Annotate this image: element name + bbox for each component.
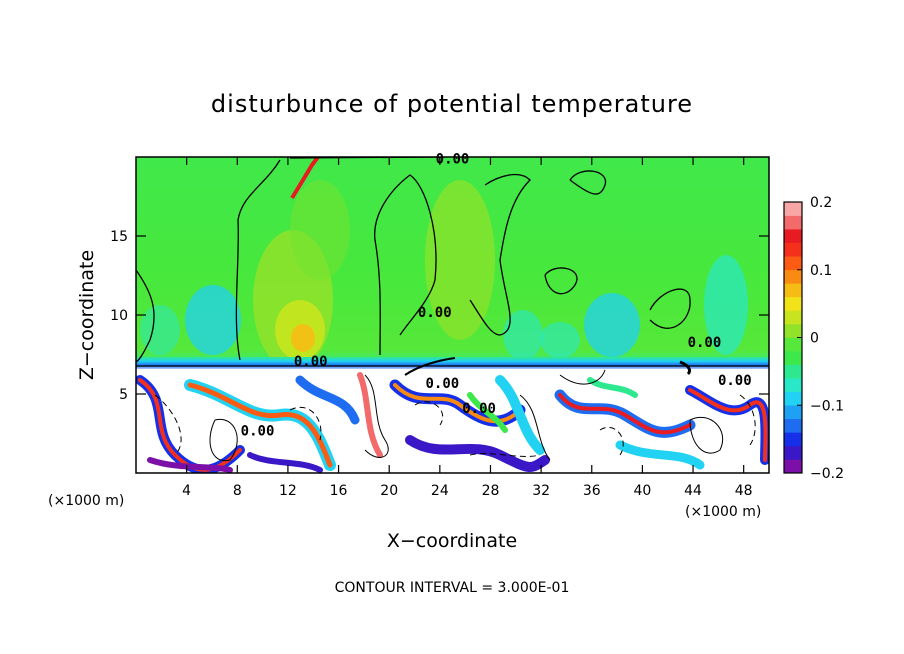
boundary-contours bbox=[154, 357, 756, 462]
y-tick-label: 5 bbox=[119, 387, 128, 403]
colorbar-tick-label: −0.1 bbox=[810, 398, 844, 414]
colorbar-segment bbox=[784, 283, 802, 298]
colorbar-segment bbox=[784, 269, 802, 284]
contour-label: 0.00 bbox=[426, 376, 460, 392]
colorbar-segment bbox=[784, 391, 802, 406]
y-tick-label: 15 bbox=[110, 229, 128, 245]
contour-label: 0.00 bbox=[462, 401, 496, 417]
colorbar-segment bbox=[784, 323, 802, 338]
cool-patch bbox=[185, 285, 241, 355]
contour-label: 0.00 bbox=[418, 305, 452, 321]
x-unit-label-left: (×1000 m) bbox=[48, 493, 124, 509]
heatmap-field bbox=[136, 157, 769, 473]
colorbar-segment bbox=[784, 432, 802, 447]
colorbar-segment bbox=[784, 229, 802, 243]
x-unit-label-right: (×1000 m) bbox=[685, 504, 761, 520]
chart-title: disturbunce of potential temperature bbox=[211, 90, 693, 118]
x-tick-label: 28 bbox=[482, 483, 500, 499]
x-tick-label: 36 bbox=[583, 483, 601, 499]
colorbar-tick-label: −0.2 bbox=[810, 466, 844, 482]
colorbar-tick-label: 0.2 bbox=[810, 195, 832, 211]
contour-label: 0.00 bbox=[688, 335, 722, 351]
x-tick-label: 40 bbox=[633, 483, 651, 499]
contour-label: 0.00 bbox=[718, 373, 752, 389]
colorbar-segment bbox=[784, 256, 802, 271]
x-axis-label: X−coordinate bbox=[387, 530, 517, 552]
colorbar-segment bbox=[784, 418, 802, 433]
warm-streak bbox=[290, 157, 320, 200]
y-axis: 5 10 15 bbox=[110, 229, 769, 403]
contour-label: 0.00 bbox=[241, 423, 275, 439]
colorbar-segment bbox=[784, 364, 802, 379]
colorbar bbox=[783, 201, 803, 474]
warm-plume bbox=[290, 180, 350, 280]
x-axis: 4 8 12 16 20 24 28 32 36 40 44 48 bbox=[182, 157, 753, 499]
colorbar-ticks: 0.2 0.1 0 −0.1 −0.2 bbox=[797, 195, 844, 482]
colorbar-tick-label: 0 bbox=[810, 331, 819, 347]
cool-patch bbox=[584, 293, 640, 357]
colorbar-segment bbox=[784, 405, 802, 420]
x-tick-label: 32 bbox=[532, 483, 550, 499]
colorbar-segment bbox=[784, 242, 802, 257]
x-tick-label: 12 bbox=[279, 483, 297, 499]
colorbar-segment bbox=[784, 378, 802, 392]
inversion-band bbox=[136, 357, 769, 371]
x-tick-label: 44 bbox=[684, 483, 702, 499]
colorbar-segment bbox=[784, 310, 802, 325]
warm-plume bbox=[425, 180, 495, 340]
colorbar-segment bbox=[784, 337, 802, 352]
colorbar-tick-label: 0.1 bbox=[810, 263, 832, 279]
contour-label: 0.00 bbox=[436, 152, 470, 168]
cool-patch bbox=[540, 322, 580, 358]
contour-label: 0.00 bbox=[294, 354, 328, 370]
colorbar-segment bbox=[784, 445, 802, 460]
x-tick-label: 8 bbox=[233, 483, 242, 499]
x-tick-label: 24 bbox=[431, 483, 449, 499]
colorbar-segment bbox=[784, 296, 802, 311]
colorbar-segment bbox=[784, 202, 802, 216]
colorbar-segment bbox=[784, 459, 802, 474]
x-tick-label: 48 bbox=[735, 483, 753, 499]
cool-patch bbox=[704, 255, 748, 355]
x-tick-label: 20 bbox=[380, 483, 398, 499]
colorbar-segment bbox=[784, 351, 802, 365]
cool-patch bbox=[140, 305, 180, 355]
contour-interval-note: CONTOUR INTERVAL = 3.000E-01 bbox=[335, 580, 570, 596]
y-axis-label: Z−coordinate bbox=[76, 250, 98, 380]
cool-patch bbox=[503, 310, 543, 360]
warm-plume bbox=[291, 324, 315, 352]
x-tick-label: 16 bbox=[330, 483, 348, 499]
contour-labels: 0.000.000.000.000.000.000.000.00 bbox=[241, 152, 752, 440]
y-tick-label: 10 bbox=[110, 308, 128, 324]
x-tick-label: 4 bbox=[182, 483, 191, 499]
colorbar-segment bbox=[784, 215, 802, 230]
